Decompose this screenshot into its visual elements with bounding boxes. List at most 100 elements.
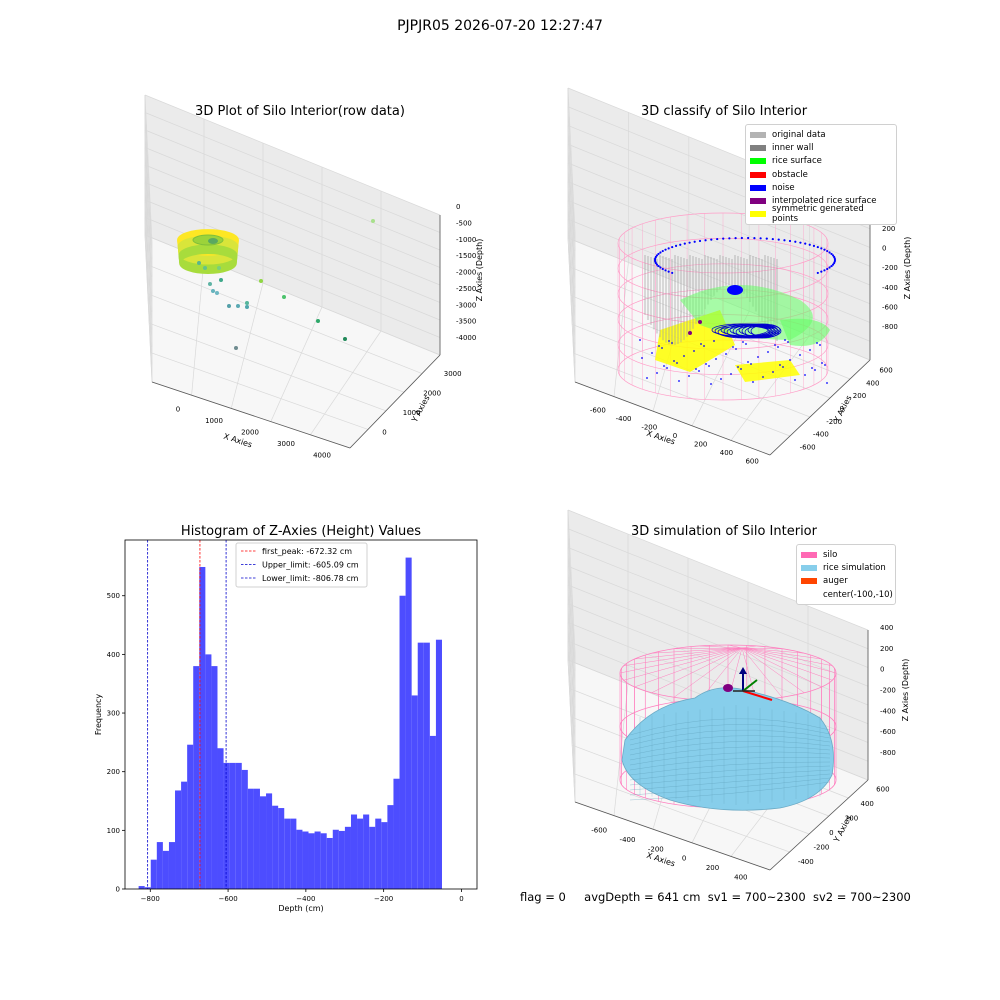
p2-noise-point xyxy=(765,237,768,240)
p2-noise-cluster xyxy=(727,285,743,295)
p2-y-tick: 0 xyxy=(840,405,844,413)
p2-interpolated-point xyxy=(698,320,702,324)
p3-legend-box xyxy=(235,542,368,588)
legend4-label: rice simulation xyxy=(823,562,886,573)
p3-hist-bar xyxy=(326,837,333,889)
p2-noise-point xyxy=(655,254,659,257)
p3-hist-bar xyxy=(181,781,188,889)
p3-hist-bar xyxy=(150,859,157,889)
p3-hist-bar xyxy=(272,805,279,889)
p4-surface-mesh xyxy=(629,751,831,766)
p4-surface-mesh xyxy=(629,777,831,796)
p4-silo-roof xyxy=(741,647,783,698)
p1-surface-ring xyxy=(179,252,237,275)
p2-noise-point xyxy=(824,364,826,366)
flag-text: flag = 0 xyxy=(520,890,566,904)
panel2-legend: original data inner wall rice surface obsta… xyxy=(745,124,897,226)
legend2-swatch xyxy=(750,171,766,178)
p4-grid-left-h xyxy=(567,528,576,671)
p3-hist-bar xyxy=(393,778,400,889)
p4-silo-roof xyxy=(623,647,743,681)
p2-noise-point xyxy=(753,237,756,240)
p1-point xyxy=(211,289,215,293)
p1-axis-x xyxy=(151,381,351,449)
p1-grid-floor-y xyxy=(150,352,369,430)
panel3-title: Histogram of Z-Axies (Height) Values xyxy=(180,524,422,539)
p1-y-tick: 1000 xyxy=(403,409,421,417)
p1-y-tick: 2000 xyxy=(423,389,441,397)
p2-noise-point xyxy=(654,255,657,259)
p2-y-tick: -600 xyxy=(800,444,816,452)
legend2-label: original data xyxy=(772,129,826,140)
p4-z-label: Z Axies (Depth) xyxy=(901,659,910,722)
p1-point xyxy=(197,261,201,265)
p4-silo-roof xyxy=(634,647,743,688)
p2-noise-point xyxy=(710,238,713,241)
p2-noise-point xyxy=(816,271,819,275)
p1-grid-back-h xyxy=(144,199,441,321)
p4-y-tick: 200 xyxy=(845,814,858,822)
p1-point xyxy=(259,279,263,283)
p2-grid-floor-y xyxy=(573,352,791,437)
sv2-text: sv2 = 700~2300 xyxy=(812,890,911,904)
p4-surface-mesh xyxy=(629,761,831,776)
p2-axis-y xyxy=(769,359,871,456)
p2-x-tick: 200 xyxy=(694,441,707,449)
p4-grid-floor-y xyxy=(573,773,790,853)
p1-point xyxy=(316,319,320,323)
p4-silo-roof xyxy=(741,647,833,681)
p1-grid-floor-y xyxy=(147,293,405,393)
p2-noise-point xyxy=(767,351,769,353)
p2-noise-point xyxy=(820,247,823,250)
p1-grid-left-h xyxy=(144,182,153,330)
p1-grid-left-h xyxy=(144,217,153,365)
p2-noise-point xyxy=(740,368,742,370)
p1-point xyxy=(282,295,286,299)
p2-noise-point xyxy=(771,237,774,241)
p4-silo-roof xyxy=(700,645,743,649)
p2-noise-point xyxy=(747,236,750,240)
p2-noise-point xyxy=(659,266,662,269)
p2-noise-point xyxy=(655,263,659,266)
p1-z-tick: -1000 xyxy=(456,236,476,244)
p2-x-tick: 600 xyxy=(745,458,758,466)
p2-noise-point xyxy=(821,362,823,364)
p2-noise-point xyxy=(742,341,744,343)
p4-surface-mesh xyxy=(629,724,831,741)
p2-noise-point xyxy=(772,371,774,373)
p2-noise-point xyxy=(641,357,643,359)
p4-silo-roof xyxy=(741,647,822,660)
legend4-label: auger xyxy=(823,576,848,587)
p4-y-label: Y Axies xyxy=(832,814,854,845)
p4-grid-back-h xyxy=(567,565,869,687)
p2-noise-point xyxy=(794,379,796,381)
p4-silo-roof xyxy=(673,647,743,650)
p4-grid-left-h xyxy=(567,641,576,784)
p2-grid-left-h xyxy=(567,237,576,383)
p4-grid-back-h xyxy=(567,547,869,668)
p2-noise-point xyxy=(745,343,747,345)
footer-stats: flag = 0 avgDepth = 641 cm sv1 = 700~230… xyxy=(520,890,911,904)
p2-noise-point xyxy=(804,242,807,245)
p2-noise-point xyxy=(783,239,786,242)
p2-y-label: Y Axies xyxy=(832,394,854,425)
p3-hist-bar xyxy=(162,850,169,889)
p4-silo-roof xyxy=(619,647,743,674)
p2-grid-left-h xyxy=(567,219,576,364)
p1-z-tick: -1500 xyxy=(456,252,476,260)
p3-hist-bar xyxy=(290,818,297,889)
p4-silo-roof xyxy=(623,647,743,667)
p3-x-label: Depth (cm) xyxy=(278,904,323,913)
p1-grid-floor-y xyxy=(149,322,387,412)
p2-noise-point xyxy=(708,365,710,367)
p2-noise-point xyxy=(704,239,707,242)
p2-grid-left-h xyxy=(567,200,576,345)
p4-surface-mesh xyxy=(629,757,831,771)
p2-noise-point xyxy=(787,341,789,343)
p3-legend-label: Upper_limit: -605.09 cm xyxy=(262,561,359,570)
p3-hist-bar xyxy=(296,829,303,889)
p2-noise-point xyxy=(698,239,702,243)
p2-noise-point xyxy=(673,360,675,362)
p4-surface-mesh xyxy=(629,781,831,801)
p2-y-tick: -200 xyxy=(826,418,842,426)
